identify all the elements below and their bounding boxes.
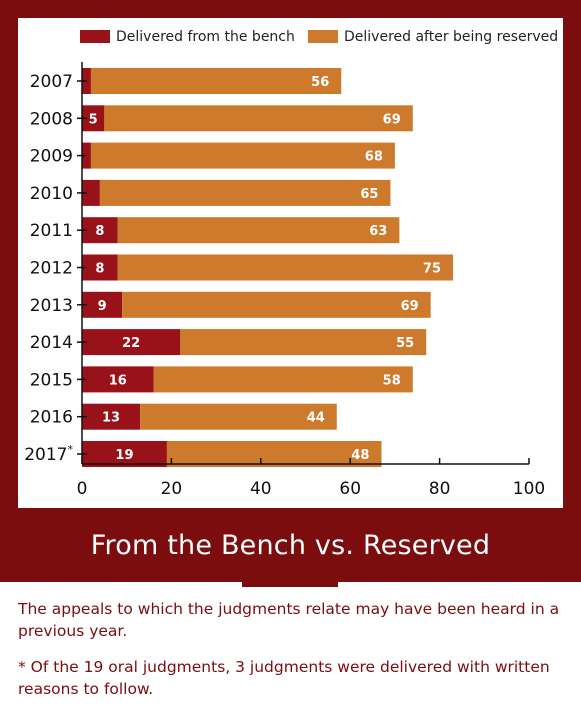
y-tick-label-2011: 2011 xyxy=(30,221,73,241)
y-tick-label-2012: 2012 xyxy=(30,259,73,279)
bar-bench-2010 xyxy=(82,179,100,206)
data-label-bench-2013: 9 xyxy=(98,299,107,314)
stacked-bar-chart: Delivered from the bench Delivered after … xyxy=(24,29,558,499)
data-label-bench-2017: 19 xyxy=(115,448,133,463)
data-label-bench-2011: 8 xyxy=(95,224,104,239)
data-label-bench-2008: 5 xyxy=(89,112,98,127)
data-label-reserved-2010: 65 xyxy=(360,187,378,202)
chart-title: From the Bench vs. Reserved xyxy=(90,529,491,561)
data-label-reserved-2017: 48 xyxy=(351,448,369,463)
bar-bench-2017 xyxy=(82,441,167,467)
bar-reserved-2009 xyxy=(90,142,395,169)
bar-reserved-2012 xyxy=(117,254,454,281)
data-label-bench-2016: 13 xyxy=(102,411,120,426)
x-tick-label-60: 60 xyxy=(339,479,361,499)
title-tab-decoration xyxy=(242,578,338,587)
legend-label-0: Delivered from the bench xyxy=(116,29,295,45)
data-label-reserved-2009: 68 xyxy=(365,150,383,165)
bar-bench-2011 xyxy=(82,217,118,244)
bar-bench-2012 xyxy=(82,254,118,281)
legend-swatch-1 xyxy=(308,30,338,43)
plot-panel: Delivered from the bench Delivered after … xyxy=(18,18,563,508)
y-tick-label-2013: 2013 xyxy=(30,296,73,316)
bar-reserved-2008 xyxy=(104,105,413,132)
y-tick-label-2007: 2007 xyxy=(30,72,73,92)
data-label-bench-2012: 8 xyxy=(95,262,104,277)
data-label-reserved-2012: 75 xyxy=(423,262,441,277)
y-tick-label-2009: 2009 xyxy=(30,147,73,167)
bar-bench-2008 xyxy=(82,105,105,132)
footnote-oral-judgments: * Of the 19 oral judgments, 3 judgments … xyxy=(18,658,550,698)
x-tick-label-80: 80 xyxy=(429,479,451,499)
data-label-reserved-2008: 69 xyxy=(383,112,401,127)
y-tick-label-2015: 2015 xyxy=(30,370,73,390)
x-tick-label-0: 0 xyxy=(77,479,88,499)
y-tick-label-2017: 2017* xyxy=(24,443,73,465)
data-label-reserved-2016: 44 xyxy=(307,411,325,426)
data-label-bench-2015: 16 xyxy=(109,373,127,388)
y-tick-label-2010: 2010 xyxy=(30,184,73,204)
bar-reserved-2013 xyxy=(122,291,431,318)
bar-bench-2014 xyxy=(82,329,181,356)
y-tick-label-2008: 2008 xyxy=(30,109,73,129)
data-label-reserved-2007: 56 xyxy=(311,75,329,90)
bar-bench-2016 xyxy=(82,403,141,430)
footnote-heard-previous-year: The appeals to which the judgments relat… xyxy=(18,600,560,640)
y-tick-label-2016: 2016 xyxy=(30,408,73,428)
x-tick-label-100: 100 xyxy=(513,479,545,499)
bar-reserved-2011 xyxy=(117,217,400,244)
x-tick-label-40: 40 xyxy=(250,479,272,499)
bar-reserved-2017 xyxy=(166,441,382,467)
bar-bench-2013 xyxy=(82,291,123,318)
x-tick-label-20: 20 xyxy=(161,479,183,499)
footnotes: The appeals to which the judgments relat… xyxy=(18,598,566,714)
bar-reserved-2015 xyxy=(153,366,413,393)
data-label-bench-2014: 22 xyxy=(122,336,140,351)
bar-reserved-2010 xyxy=(99,179,391,206)
chart-frame: Delivered from the bench Delivered after … xyxy=(0,0,581,582)
y-tick-label-2014: 2014 xyxy=(30,333,73,353)
data-label-reserved-2011: 63 xyxy=(369,224,387,239)
data-label-reserved-2013: 69 xyxy=(401,299,419,314)
bar-reserved-2007 xyxy=(90,68,342,94)
bar-reserved-2016 xyxy=(140,403,337,430)
data-label-reserved-2014: 55 xyxy=(396,336,414,351)
bar-bench-2015 xyxy=(82,366,154,393)
bar-reserved-2014 xyxy=(180,329,427,356)
data-label-reserved-2015: 58 xyxy=(383,373,401,388)
legend-label-1: Delivered after being reserved xyxy=(344,29,558,45)
legend-swatch-0 xyxy=(80,30,110,43)
